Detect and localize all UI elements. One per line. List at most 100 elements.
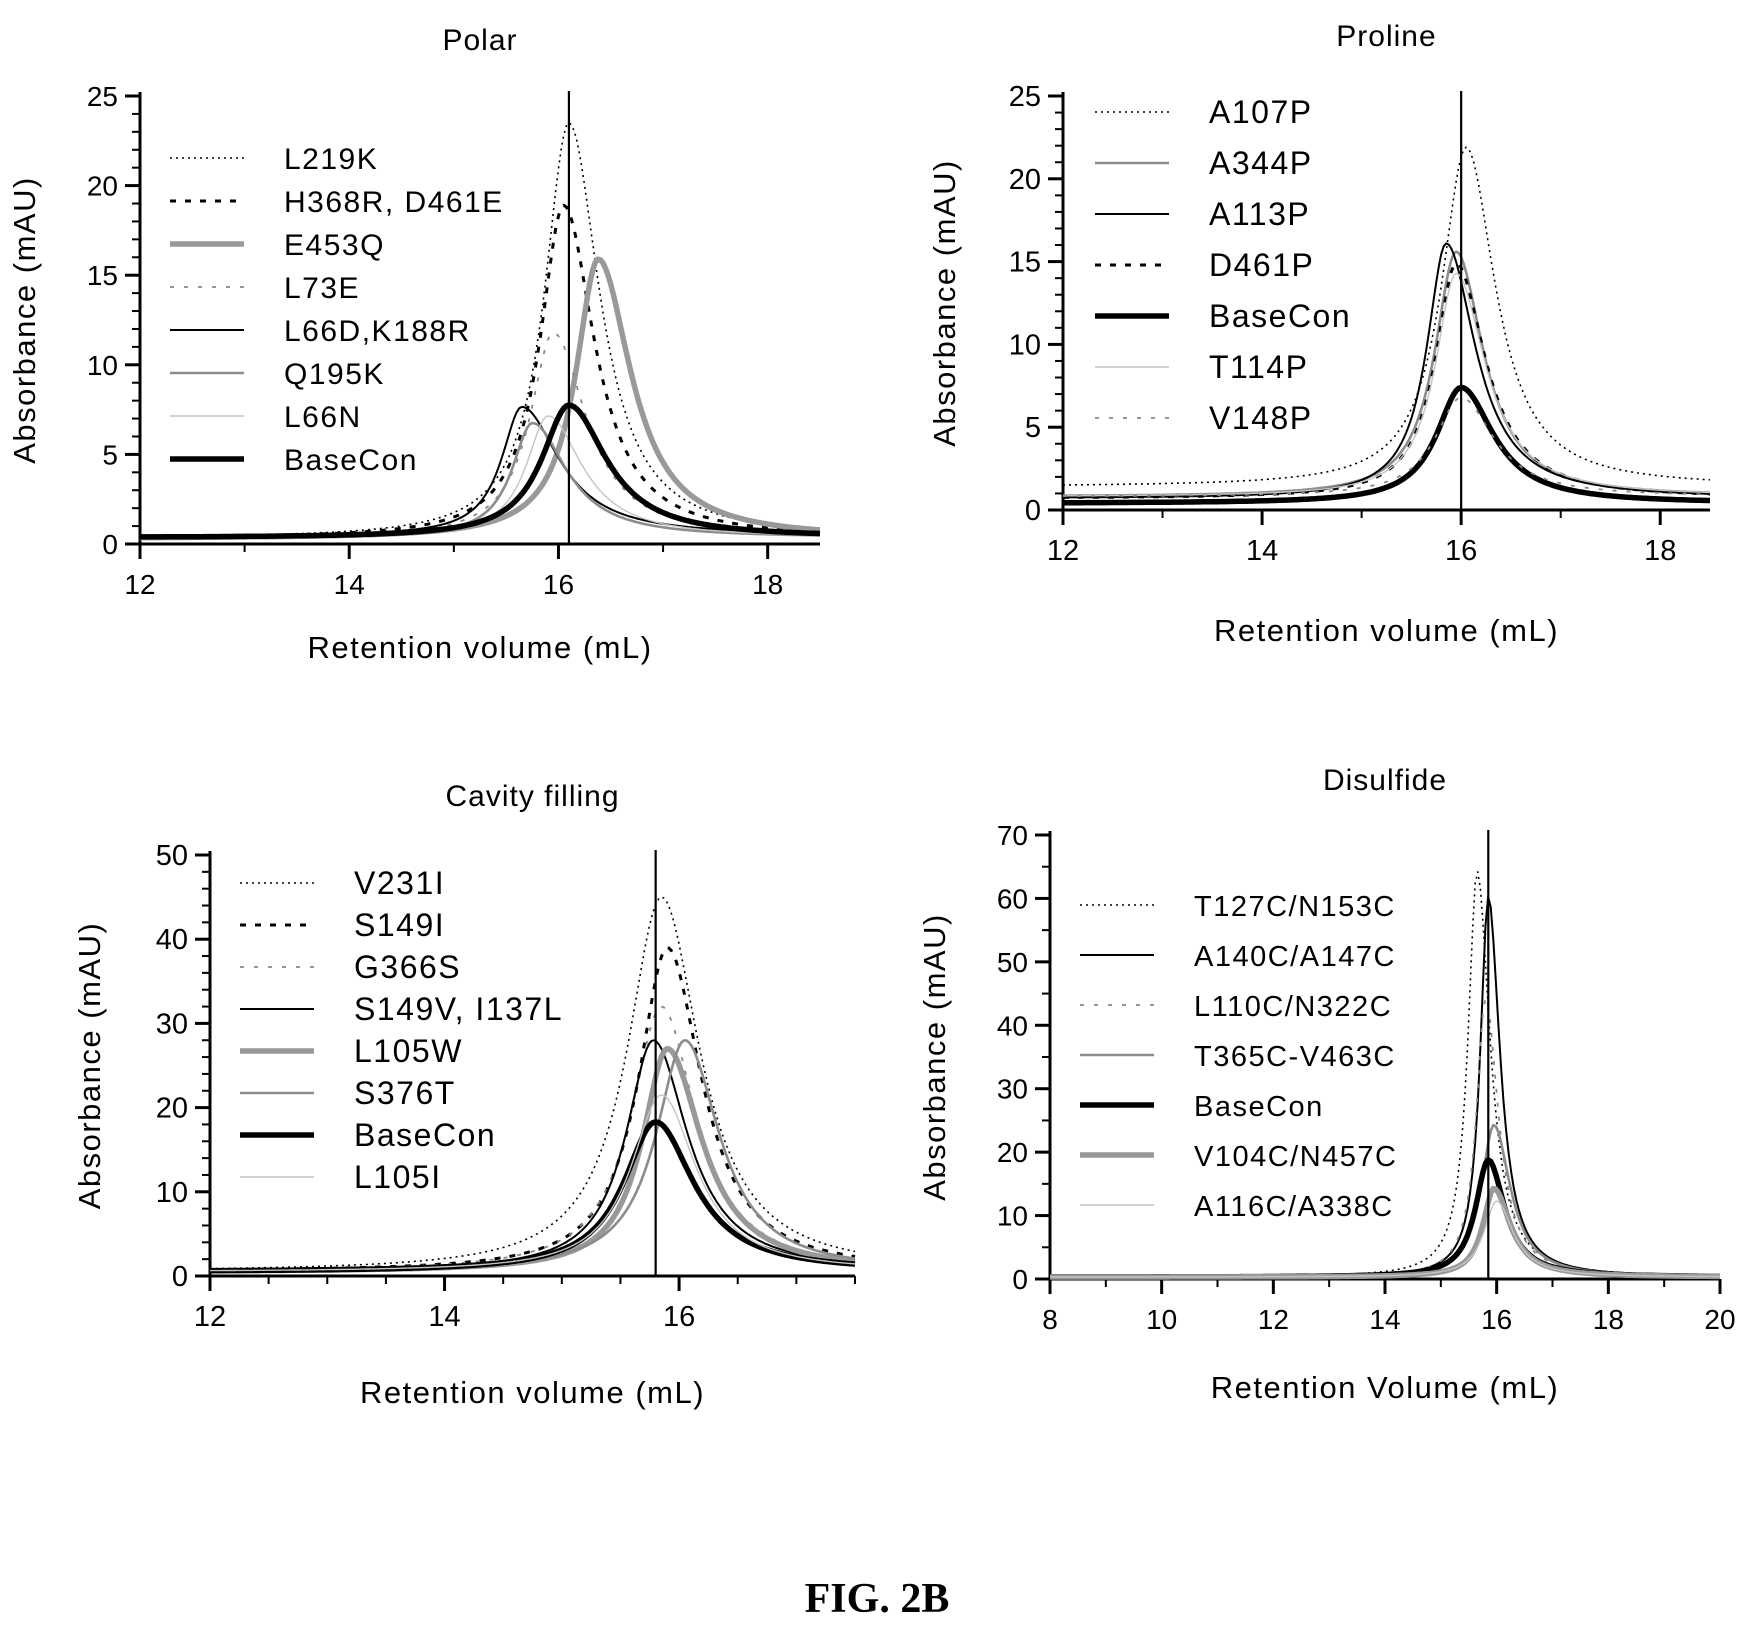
legend-label: L105I [354,1159,442,1195]
legend-label: BaseCon [1194,1091,1324,1123]
legend: A107P A344P A113P D461P BaseCon T114P V148P [1095,94,1351,436]
x-tick-label: 16 [1481,1304,1512,1335]
x-tick-label: 14 [1369,1304,1400,1335]
legend-label: L105W [354,1033,463,1069]
y-tick-label: 0 [172,1261,188,1293]
series-line [139,256,821,541]
legend: V231I S149I G366S S149V, I137L L105W S376T Bas… [240,865,563,1195]
legend-label: BaseCon [1209,298,1351,334]
series-line [1050,1200,1720,1278]
y-tick-label: 5 [1025,412,1041,444]
chart-panel-1: Polar Retention volume (mL) Absorbance (mA… [7,24,821,665]
legend-label: L219K [284,143,378,176]
y-tick-label: 0 [102,529,118,560]
y-tick-label: 0 [1025,495,1041,527]
series-line [1063,242,1711,499]
legend-label: E453Q [284,229,385,262]
series-line [139,402,821,540]
legend-label: S149V, I137L [354,991,563,1027]
series-line [1063,250,1711,498]
legend-label: D461P [1209,247,1314,283]
x-axis-label: Retention volume (mL) [307,630,652,665]
x-tick-label: 16 [543,569,574,600]
x-tick-label: 16 [1445,535,1477,567]
x-tick-label: 16 [663,1301,695,1333]
series-line [140,203,821,539]
legend-label: L66D,K188R [284,315,471,348]
y-tick-label: 25 [87,81,118,112]
series-line [1063,272,1711,497]
legend-label: BaseCon [284,444,418,477]
y-tick-label: 30 [156,1008,188,1040]
chart-panel-3: Cavity filling Retention volume (mL) Absor… [72,780,856,1410]
y-tick-label: 10 [1009,329,1041,361]
x-tick-label: 12 [1258,1304,1289,1335]
y-tick-label: 60 [997,883,1028,914]
x-tick-label: 12 [124,569,155,600]
y-tick-label: 10 [87,350,118,381]
legend-label: T365C-V463C [1194,1041,1396,1073]
x-tick-label: 14 [334,569,365,600]
x-tick-label: 18 [752,569,783,600]
y-tick-label: 70 [997,820,1028,851]
legend-label: T114P [1209,349,1308,385]
legend-label: S149I [354,907,445,943]
series-line [1050,997,1720,1278]
y-tick-label: 40 [156,924,188,956]
y-tick-label: 15 [87,260,118,291]
series-line [210,1005,856,1271]
y-axis-label: Absorbance (mAU) [927,159,962,447]
y-tick-label: 40 [997,1010,1028,1041]
legend-label: BaseCon [354,1117,496,1153]
series-line [140,331,821,539]
chart-panel-4: Disulfide Retention Volume (mL) Absorbance… [917,764,1736,1405]
legend-label: L110C/N322C [1194,991,1392,1023]
chart-panel-2: Proline Retention volume (mL) Absorbance (… [927,20,1711,648]
x-tick-label: 12 [194,1301,226,1333]
chart-title: Proline [1336,20,1436,53]
legend-label: T127C/N153C [1194,891,1396,923]
y-tick-label: 10 [997,1201,1028,1232]
series-line [1063,261,1711,499]
y-tick-label: 5 [102,439,118,470]
x-axis-label: Retention Volume (mL) [1211,1370,1560,1405]
legend-label: H368R, D461E [284,186,504,219]
series-line [209,1046,856,1274]
y-tick-label: 15 [1009,247,1041,279]
x-tick-label: 20 [1704,1304,1735,1335]
legend-label: S376T [354,1075,456,1111]
legend: T127C/N153C A140C/A147C L110C/N322C T365C-V… [1080,891,1396,1223]
series-line [1062,146,1711,486]
y-tick-label: 50 [156,840,188,872]
y-tick-label: 30 [997,1074,1028,1105]
legend-label: V148P [1209,400,1313,436]
x-tick-label: 14 [1246,535,1278,567]
legend: L219K H368R, D461E E453Q L73E L66D,K188R Q195… [170,143,504,477]
y-axis-label: Absorbance (mAU) [7,176,42,464]
y-axis-label: Absorbance (mAU) [917,913,952,1201]
series-line [210,1094,856,1272]
series-line [209,1119,856,1274]
y-tick-label: 20 [1009,164,1041,196]
x-tick-label: 18 [1644,535,1676,567]
y-tick-label: 20 [87,171,118,202]
y-tick-label: 20 [156,1093,188,1125]
legend-label: A107P [1209,94,1313,130]
y-axis-label: Absorbance (mAU) [72,922,107,1210]
series-line [210,896,856,1270]
chart-title: Polar [442,24,517,57]
x-axis-label: Retention volume (mL) [360,1375,705,1410]
legend-label: A344P [1209,145,1313,181]
legend-label: A140C/A147C [1194,941,1396,973]
legend-label: V231I [354,865,445,901]
x-tick-label: 14 [428,1301,460,1333]
x-tick-label: 10 [1146,1304,1177,1335]
x-tick-label: 12 [1047,535,1079,567]
figure-caption: FIG. 2B [804,1576,950,1622]
legend-label: A113P [1209,196,1310,232]
y-tick-label: 10 [156,1177,188,1209]
series-line [140,122,821,538]
x-tick-label: 8 [1042,1304,1058,1335]
chart-title: Cavity filling [445,780,619,813]
